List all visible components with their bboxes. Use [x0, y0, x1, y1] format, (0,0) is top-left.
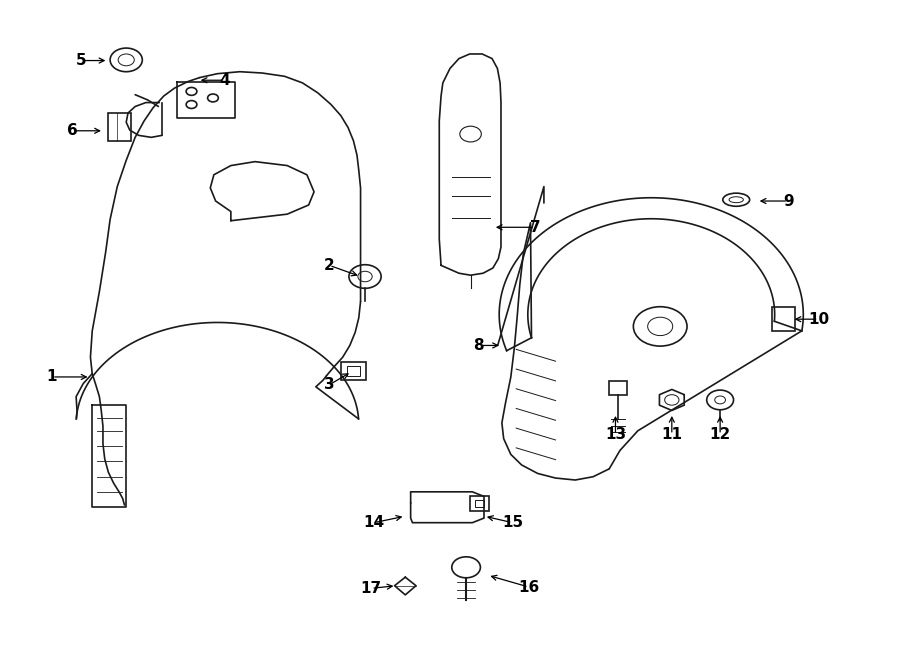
Circle shape — [358, 271, 373, 282]
Ellipse shape — [723, 193, 750, 207]
Text: 16: 16 — [518, 579, 539, 594]
Bar — [347, 367, 360, 375]
Circle shape — [118, 54, 134, 66]
Circle shape — [460, 126, 482, 142]
Circle shape — [208, 94, 219, 102]
Text: 11: 11 — [662, 427, 682, 442]
Text: 1: 1 — [47, 369, 58, 385]
Bar — [470, 496, 490, 511]
Text: 15: 15 — [502, 515, 523, 530]
Circle shape — [349, 265, 381, 289]
Text: 8: 8 — [473, 338, 484, 353]
Text: 12: 12 — [709, 427, 731, 442]
Text: 4: 4 — [220, 73, 230, 88]
Text: 6: 6 — [68, 123, 78, 138]
Text: 9: 9 — [783, 193, 794, 209]
Text: 17: 17 — [361, 581, 382, 596]
Text: 14: 14 — [364, 515, 384, 530]
Bar — [475, 500, 484, 507]
Bar — [108, 113, 130, 140]
Circle shape — [648, 317, 672, 336]
Text: 7: 7 — [530, 220, 540, 235]
Circle shape — [706, 390, 733, 410]
Circle shape — [186, 87, 197, 95]
Text: 3: 3 — [324, 377, 335, 393]
Text: 10: 10 — [808, 312, 829, 326]
Circle shape — [634, 307, 687, 346]
Ellipse shape — [729, 197, 743, 203]
Circle shape — [186, 101, 197, 109]
Text: 13: 13 — [605, 427, 626, 442]
Bar — [772, 307, 796, 331]
Text: 2: 2 — [324, 258, 335, 273]
Bar — [609, 381, 627, 395]
Circle shape — [715, 396, 725, 404]
Bar — [341, 362, 366, 380]
Circle shape — [452, 557, 481, 578]
Circle shape — [110, 48, 142, 71]
Text: 5: 5 — [76, 53, 86, 68]
Circle shape — [665, 395, 679, 405]
